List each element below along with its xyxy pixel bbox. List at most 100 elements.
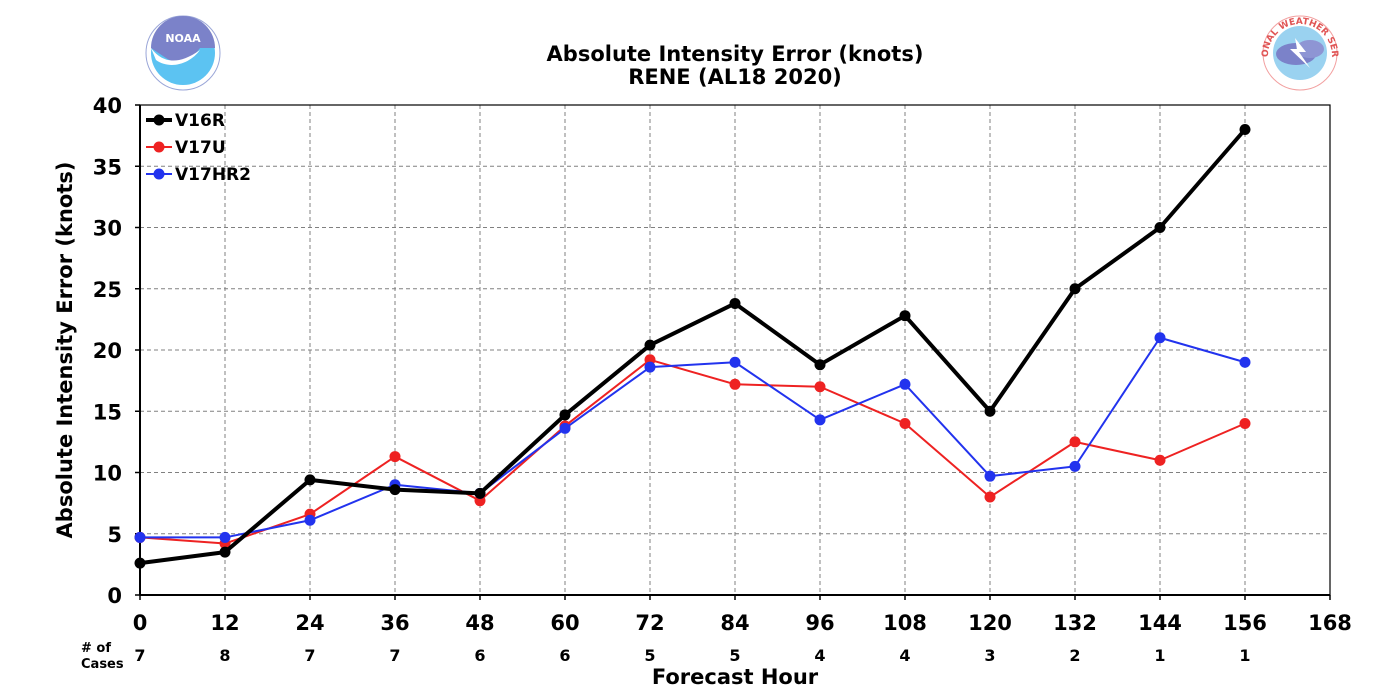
data-point [899, 310, 911, 322]
y-tick-label: 15 [93, 400, 122, 424]
data-point [729, 297, 741, 309]
legend-label: V16R [175, 111, 225, 131]
y-tick-label: 0 [107, 584, 122, 608]
noaa-logo: NOAA [145, 15, 221, 91]
y-tick-labels: 0 5 10 15 20 25 30 35 40 [93, 94, 140, 608]
data-point [1069, 460, 1081, 472]
x-tick-labels: 0 12 24 36 48 60 72 84 96 108 120 132 144 156 168 [133, 595, 1352, 635]
legend-item: V17HR2 [146, 165, 251, 185]
x-tick-label: 168 [1308, 611, 1352, 635]
cases-label-line1: # of [81, 641, 111, 656]
y-tick-label: 10 [93, 462, 122, 486]
case-count: 7 [134, 646, 145, 665]
y-tick-label: 20 [93, 339, 122, 363]
data-point [389, 451, 401, 463]
y-tick-label: 30 [93, 217, 122, 241]
case-count: 2 [1069, 646, 1080, 665]
data-point [219, 531, 231, 543]
x-tick-label: 48 [465, 611, 494, 635]
case-count: 7 [304, 646, 315, 665]
case-count: 6 [559, 646, 570, 665]
case-count: 4 [899, 646, 910, 665]
x-tick-label: 60 [550, 611, 579, 635]
series-line [139, 358, 1246, 545]
x-tick-label: 96 [805, 611, 834, 635]
data-point [1154, 222, 1166, 233]
series-line [140, 336, 1246, 539]
y-tick-label: 40 [93, 94, 122, 118]
series-line [139, 128, 1247, 566]
x-tick-label: 132 [1053, 611, 1097, 635]
y-tick-label: 35 [93, 155, 122, 179]
data-point [134, 557, 146, 569]
x-tick-label: 108 [883, 611, 927, 635]
legend: V16R V17U V17HR2 [146, 111, 251, 185]
x-tick-label: 0 [133, 611, 148, 635]
cases-row: 7 8 7 7 6 6 5 5 4 4 3 2 1 1 [134, 646, 1250, 665]
data-point [389, 484, 401, 496]
x-tick-label: 144 [1138, 611, 1182, 635]
series-layer [134, 124, 1251, 569]
case-count: 5 [644, 646, 655, 665]
case-count: 1 [1239, 646, 1250, 665]
data-point [1069, 283, 1081, 295]
data-point [984, 405, 996, 417]
data-point [304, 474, 316, 486]
gridlines [140, 105, 1330, 595]
case-count: 1 [1154, 646, 1165, 665]
noaa-logo-text: NOAA [165, 32, 201, 45]
data-point [1069, 436, 1081, 448]
series-v16r [134, 124, 1251, 569]
data-point [729, 356, 741, 368]
data-point [559, 422, 571, 434]
cases-label-line2: Cases [81, 657, 124, 672]
data-point [814, 414, 826, 426]
case-count: 6 [474, 646, 485, 665]
case-count: 4 [814, 646, 825, 665]
x-axis-label: Forecast Hour [652, 665, 819, 689]
x-tick-label: 84 [720, 611, 749, 635]
x-tick-label: 36 [380, 611, 409, 635]
legend-label: V17U [175, 138, 226, 158]
legend-swatch-marker [153, 168, 165, 180]
data-point [474, 487, 486, 499]
data-point [1239, 124, 1251, 135]
legend-item: V17U [146, 138, 226, 158]
data-point [984, 491, 996, 503]
data-point [729, 378, 741, 390]
legend-swatch-marker [153, 114, 165, 126]
chart-title: Absolute Intensity Error (knots) [547, 42, 924, 66]
data-point [1154, 332, 1166, 344]
data-point [984, 470, 996, 482]
data-point [304, 514, 316, 526]
series-v17hr2 [134, 332, 1251, 543]
data-point [899, 378, 911, 390]
data-point [644, 361, 656, 373]
y-axis-label: Absolute Intensity Error (knots) [53, 162, 77, 539]
data-point [814, 359, 826, 371]
legend-swatch-marker [153, 141, 165, 153]
x-tick-label: 120 [968, 611, 1012, 635]
case-count: 7 [389, 646, 400, 665]
case-count: 3 [984, 646, 995, 665]
y-tick-label: 5 [107, 523, 122, 547]
data-point [559, 409, 571, 421]
data-point [1154, 454, 1166, 466]
data-point [1239, 418, 1251, 429]
y-tick-label: 25 [93, 278, 122, 302]
data-point [899, 418, 911, 429]
x-tick-label: 72 [635, 611, 664, 635]
data-point [644, 339, 656, 351]
legend-label: V17HR2 [175, 165, 251, 185]
data-point [134, 531, 146, 543]
x-tick-label: 24 [295, 611, 324, 635]
x-tick-label: 156 [1223, 611, 1267, 635]
chart-subtitle: RENE (AL18 2020) [628, 65, 842, 89]
series-v17u [134, 354, 1251, 550]
data-point [219, 546, 231, 558]
data-point [814, 381, 826, 393]
data-point [1239, 356, 1251, 368]
case-count: 5 [729, 646, 740, 665]
case-count: 8 [219, 646, 230, 665]
